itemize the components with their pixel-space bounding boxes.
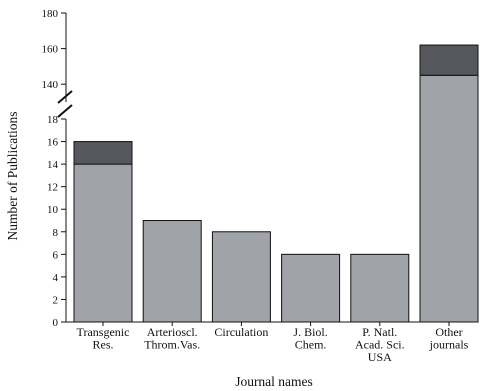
tick-labels-group: 0 2 4 6 8 10 12 14 16 18 140 160 180: [42, 8, 59, 329]
category-label: Transgenic Res.: [77, 325, 130, 352]
category-label: P. Natl. Acad. Sci. USA: [355, 325, 405, 364]
category-label: Other journals: [429, 325, 469, 352]
y-tick-label: 8: [53, 227, 59, 239]
category-label: Arterioscl. Throm.Vas.: [144, 325, 200, 352]
bar-1-series-0: [142, 220, 202, 323]
y-tick-label: 18: [47, 114, 59, 126]
bar-0-series-0: [73, 163, 133, 323]
axis-break-mark: [57, 104, 73, 118]
axes-group: [57, 12, 478, 326]
y-tick-label: 6: [53, 249, 59, 261]
y-tick-label: 180: [42, 8, 59, 20]
y-tick-label: 10: [47, 204, 59, 216]
bar-4-series-0: [350, 253, 410, 323]
y-tick-label: 4: [53, 272, 59, 284]
y-tick-label: 14: [47, 159, 59, 171]
bar-2-series-0: [211, 231, 271, 323]
y-axis-title: Number of Publications: [5, 112, 20, 241]
bar-3-series-0: [281, 253, 341, 323]
y-tick-label: 140: [42, 79, 59, 91]
y-tick-label: 2: [53, 294, 59, 306]
bars-group: [73, 44, 479, 323]
axis-break-mark: [57, 90, 73, 104]
y-tick-label: 0: [53, 317, 59, 329]
category-label: Circulation: [214, 325, 268, 339]
y-tick-label: 12: [47, 182, 58, 194]
y-tick-label: 160: [42, 44, 59, 56]
bar-5-series-0: [419, 74, 479, 323]
category-labels-group: Transgenic Res. Arterioscl. Throm.Vas. Circu…: [77, 325, 469, 364]
y-tick-label: 16: [47, 137, 59, 149]
category-label: J. Biol. Chem.: [293, 325, 327, 352]
bar-5-series-1: [419, 44, 479, 76]
bar-0-series-1: [73, 141, 133, 165]
x-axis-title: Journal names: [235, 374, 313, 389]
